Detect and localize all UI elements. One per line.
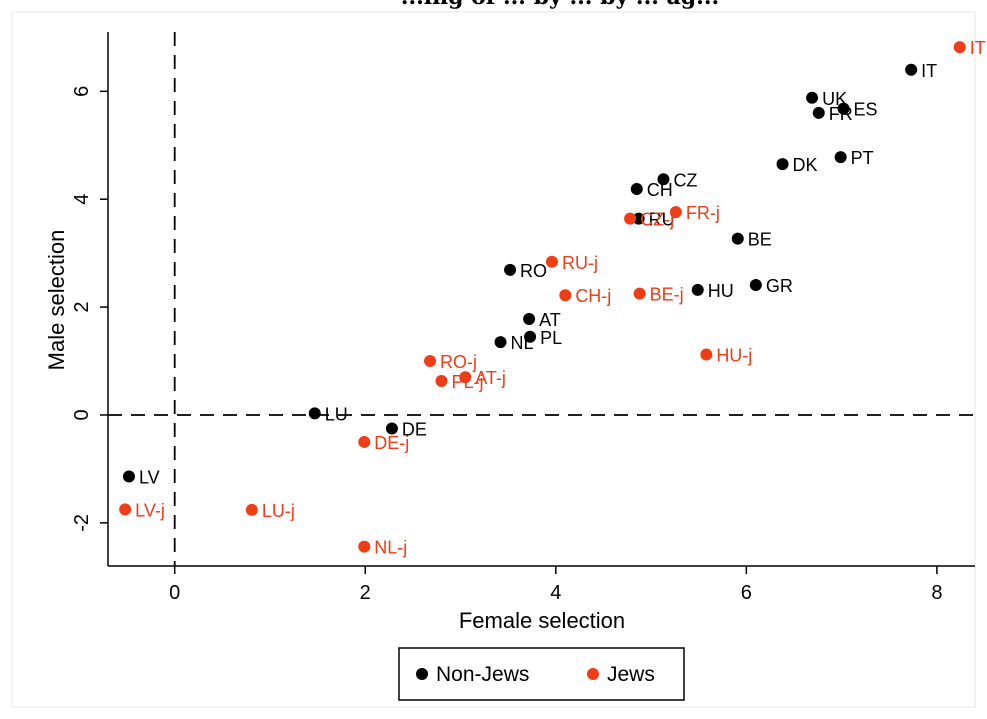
data-point	[632, 212, 645, 225]
legend-label: Jews	[607, 663, 655, 686]
point-label: PT	[851, 148, 874, 168]
y-tick-label: 2	[71, 302, 93, 313]
point-label: LU	[325, 404, 348, 424]
point-label: AT	[539, 310, 561, 330]
data-point	[122, 470, 135, 483]
point-label: IT	[970, 38, 986, 58]
chart-title: ...ing of ... by ... by ... ag...	[401, 0, 719, 10]
data-point	[749, 278, 762, 291]
point-label: LU-j	[262, 501, 295, 521]
data-point	[837, 102, 850, 115]
point-label: RU	[649, 210, 675, 230]
point-label: LV	[139, 467, 160, 487]
data-point	[308, 407, 321, 420]
point-label: DE-j	[374, 433, 409, 453]
outer-frame	[11, 11, 976, 708]
data-point	[119, 503, 132, 516]
data-point	[806, 91, 819, 104]
y-tick-label: 6	[71, 86, 93, 97]
y-tick-label: 0	[71, 409, 93, 420]
reference-lines	[108, 32, 975, 566]
point-label: BE-j	[650, 285, 684, 305]
point-label: FR	[829, 104, 853, 124]
legend-box	[398, 647, 685, 701]
data-point	[624, 212, 637, 225]
x-tick-label: 8	[931, 582, 942, 604]
data-point	[657, 173, 670, 186]
point-label: DK	[793, 155, 818, 175]
x-tick-label: 4	[550, 582, 561, 604]
data-point	[559, 289, 572, 302]
data-point	[459, 371, 472, 384]
y-axis-title: Male selection	[44, 230, 69, 371]
point-label: CH-j	[575, 286, 611, 306]
point-label: IT	[921, 61, 937, 81]
y-tick-label: 4	[71, 194, 93, 205]
point-label: CZ	[673, 170, 697, 190]
data-point	[812, 106, 825, 119]
point-label: PL-j	[451, 372, 483, 392]
point-label: BE	[748, 230, 772, 250]
data-point	[523, 312, 536, 325]
data-point	[245, 503, 258, 516]
x-axis-title: Female selection	[459, 608, 625, 633]
point-label: DE	[402, 419, 427, 439]
y-tick-label: -2	[71, 514, 93, 532]
point-label: FR-j	[686, 203, 720, 223]
data-point	[834, 151, 847, 164]
x-tick-label: 0	[169, 582, 180, 604]
point-label: GR	[766, 276, 793, 296]
data-point	[669, 206, 682, 219]
legend-marker	[587, 668, 599, 680]
data-point	[633, 287, 646, 300]
data-point	[700, 348, 713, 361]
point-label: HU	[708, 281, 734, 301]
data-point	[776, 158, 789, 171]
series-jews: IT CZ-j FR-j RU-j CH-j BE-j HU-j RO-jAT-jPL-j DE…	[119, 38, 986, 558]
legend-marker	[416, 668, 428, 680]
data-point	[731, 232, 744, 245]
point-label: ES	[854, 100, 878, 120]
point-label: RU-j	[562, 253, 598, 273]
data-point	[953, 41, 966, 54]
point-label: LV-j	[135, 500, 165, 520]
point-label: CH	[647, 180, 673, 200]
point-label: NL	[511, 333, 534, 353]
point-label: HU-j	[716, 346, 752, 366]
data-point	[424, 355, 437, 368]
data-point	[905, 63, 918, 76]
data-point	[691, 283, 704, 296]
data-point	[358, 435, 371, 448]
point-label: RO	[520, 261, 547, 281]
data-point	[358, 540, 371, 553]
x-tick-label: 6	[741, 582, 752, 604]
data-point	[435, 374, 448, 387]
data-point	[545, 255, 558, 268]
legend-label: Non-Jews	[436, 663, 529, 686]
data-point	[630, 182, 643, 195]
legend: Non-Jews Jews	[398, 647, 685, 701]
data-point	[524, 330, 537, 343]
x-tick-label: 2	[360, 582, 371, 604]
data-point	[504, 263, 517, 276]
point-label: AT-j	[475, 368, 506, 388]
point-label: PL	[540, 328, 562, 348]
point-label: RO-j	[440, 352, 477, 372]
point-label: NL-j	[374, 538, 407, 558]
data-point	[385, 422, 398, 435]
axes: 0 2 4 6 8 -2 0 2 4 6	[71, 32, 975, 604]
data-point	[494, 336, 507, 349]
point-label: CZ-j	[640, 210, 674, 230]
